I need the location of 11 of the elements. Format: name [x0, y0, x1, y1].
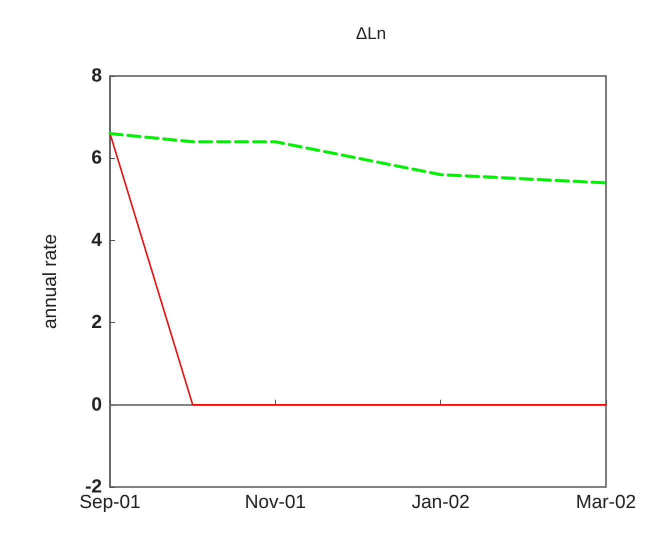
- y-axis-title: annual rate: [40, 234, 61, 330]
- y-tick-label: 6: [91, 148, 102, 169]
- x-tick-label: Nov-01: [244, 492, 306, 513]
- y-tick-label: 0: [91, 394, 102, 416]
- y-tick-label: 2: [91, 312, 102, 334]
- line-series: [108, 132, 608, 184]
- chart-title: ΔLn: [356, 24, 386, 43]
- x-tick-label: Mar-02: [576, 492, 636, 513]
- y-tick-label: 8: [91, 66, 102, 86]
- x-tick-label: Jan-02: [412, 492, 470, 513]
- y-tick-label: 4: [91, 230, 102, 251]
